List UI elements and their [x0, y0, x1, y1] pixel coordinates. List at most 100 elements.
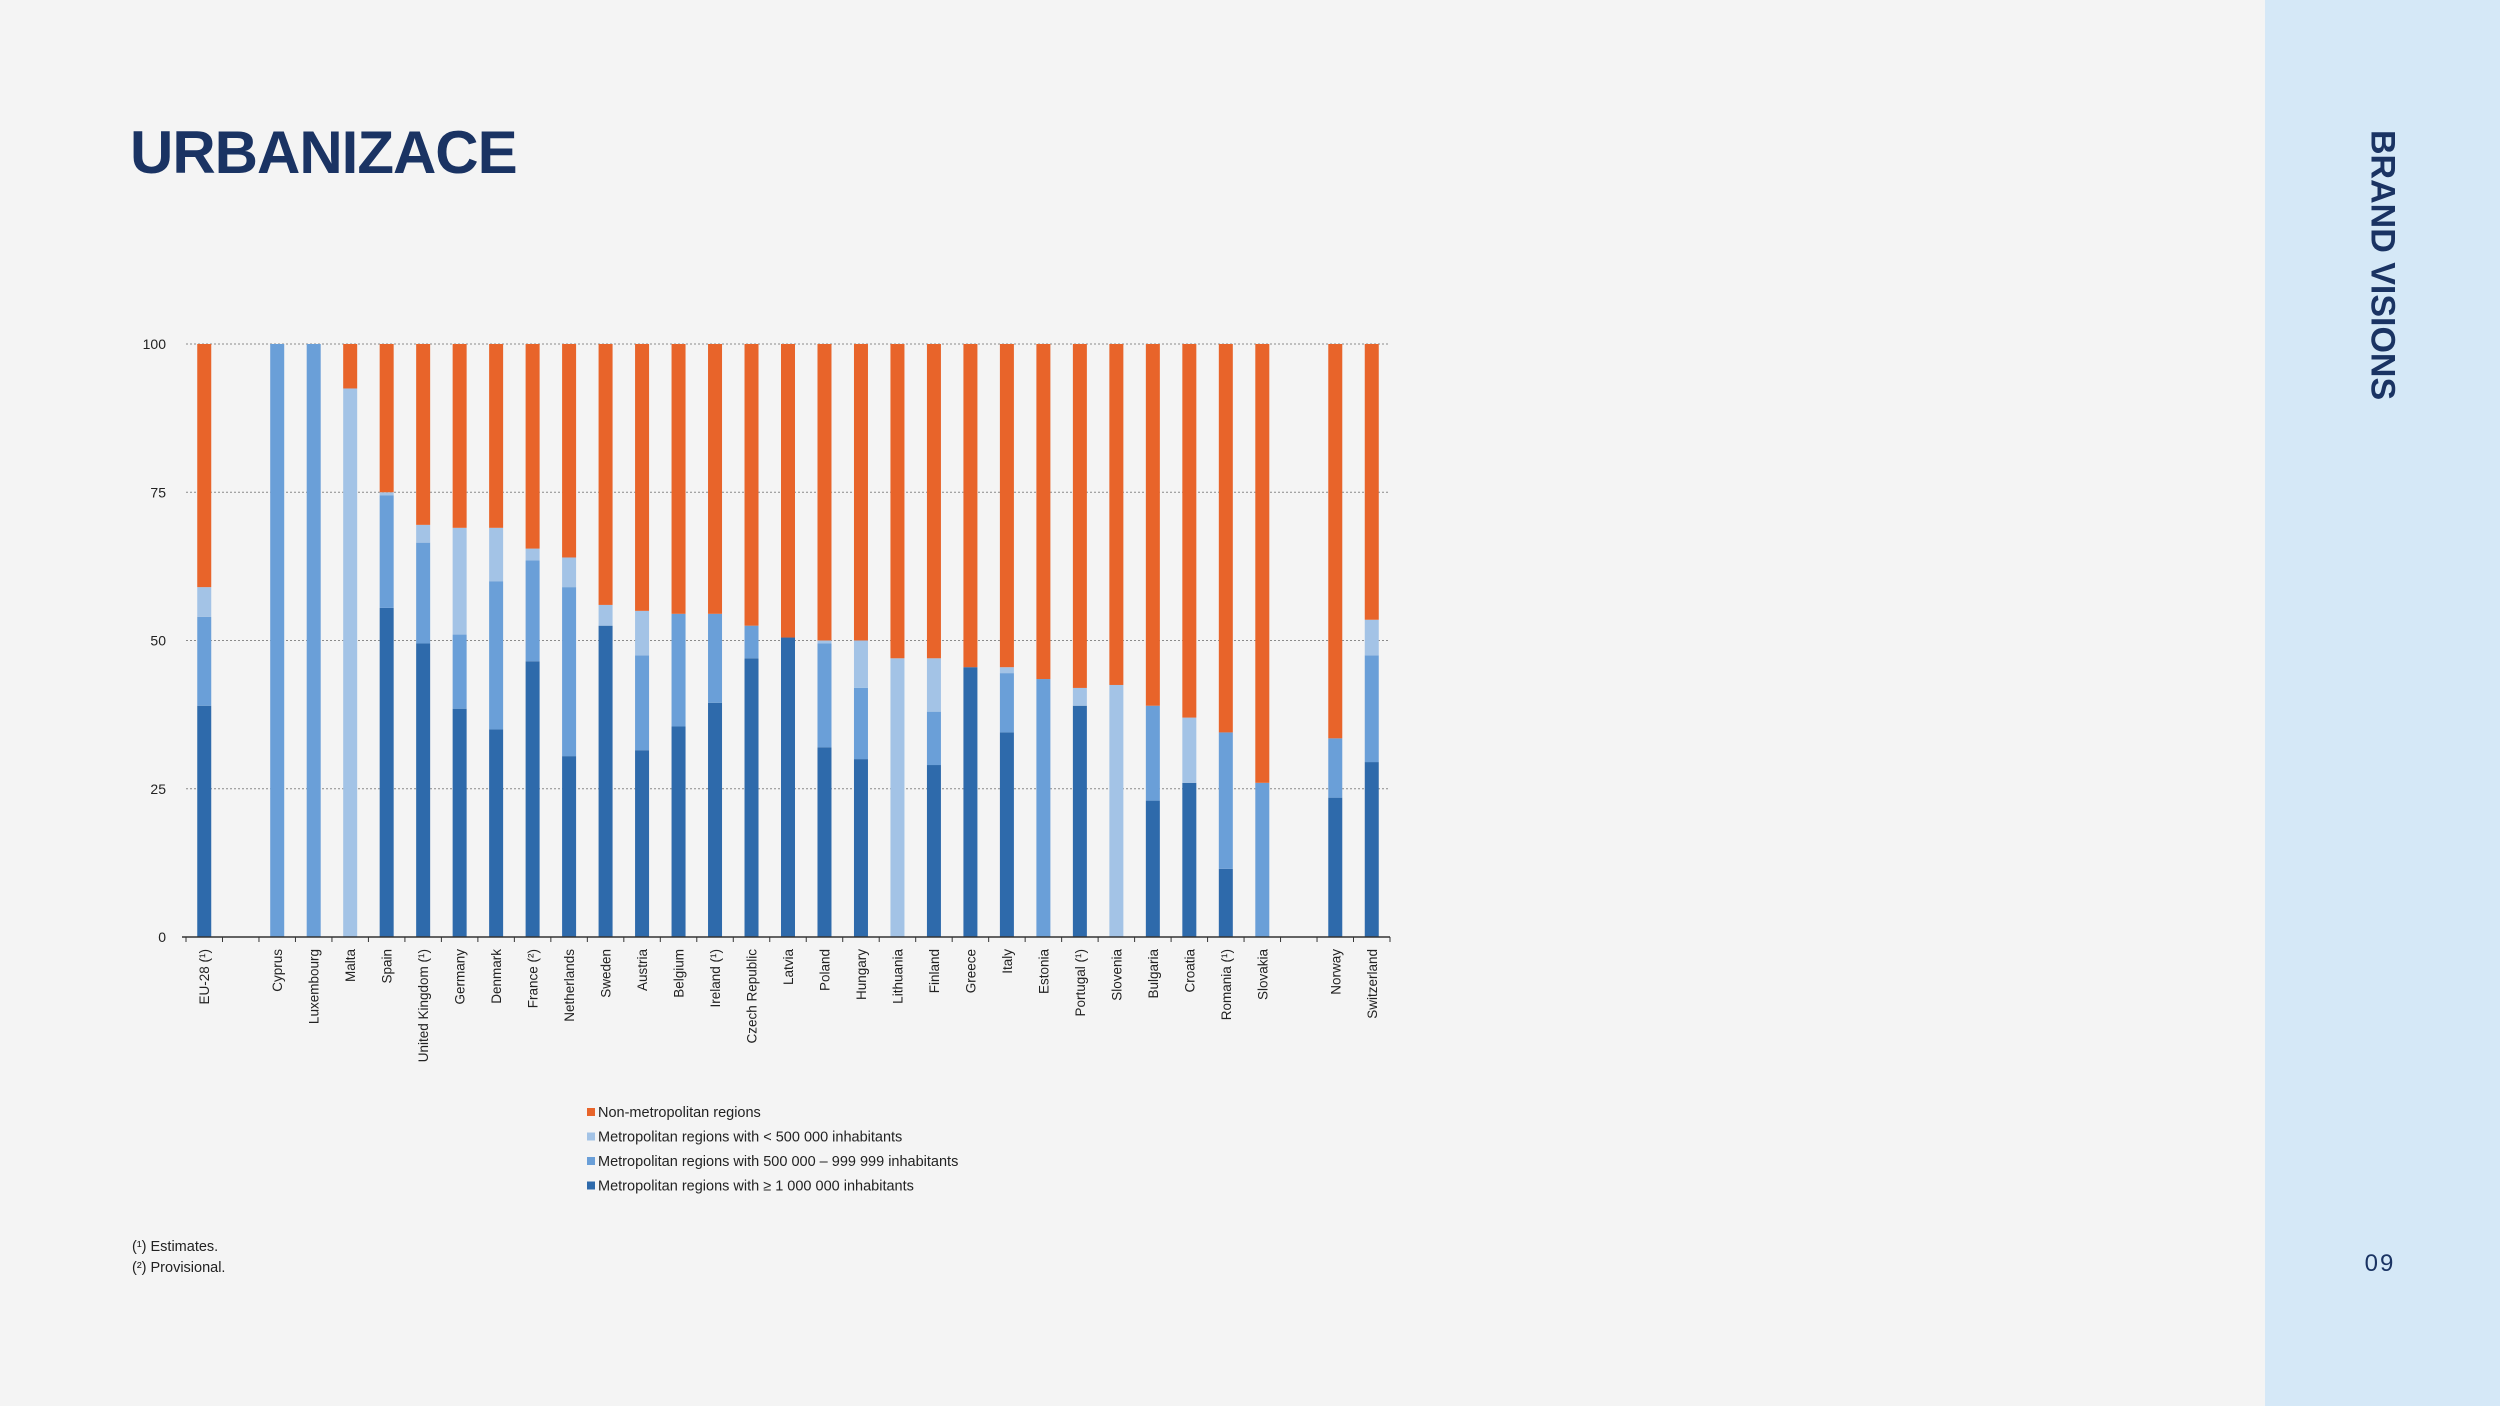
- x-tick-label: United Kingdom (¹): [416, 949, 431, 1062]
- legend-label: Non-metropolitan regions: [598, 1105, 761, 1121]
- brand-label: BRAND VISIONS: [2337, 130, 2427, 400]
- bar-segment: [1218, 732, 1233, 869]
- bar-segment: [598, 625, 613, 937]
- bar-segment: [416, 524, 431, 543]
- bar-segment: [671, 344, 686, 614]
- chart-y-axis: 0 25 50 75 100: [143, 336, 167, 945]
- x-tick-label: Lithuania: [890, 949, 905, 1004]
- bar-segment: [562, 587, 577, 757]
- legend-label: Metropolitan regions with ≥ 1 000 000 in…: [598, 1179, 914, 1195]
- bar-segment: [817, 643, 832, 748]
- x-tick-label: Slovakia: [1255, 949, 1270, 1001]
- bar-segment: [781, 637, 795, 937]
- bar-segment: [1145, 705, 1160, 801]
- bar-segment: [1364, 762, 1379, 937]
- bar-segment: [197, 705, 212, 937]
- bar-segment: [671, 613, 686, 727]
- bar-segment: [1036, 344, 1051, 680]
- bar-segment: [963, 667, 978, 937]
- bar-segment: [853, 640, 868, 688]
- bar-segment: [1364, 655, 1379, 763]
- legend-swatch: [587, 1157, 595, 1165]
- bar-segment: [452, 708, 467, 937]
- page-title: URBANIZACE: [130, 119, 518, 186]
- bar-segment: [1255, 782, 1270, 937]
- bar-segment: [744, 344, 759, 626]
- bar-segment: [1109, 684, 1124, 937]
- bar-segment: [343, 344, 358, 389]
- bar-segment: [926, 711, 941, 766]
- bar-segment: [525, 548, 540, 561]
- bar-segment: [525, 344, 540, 549]
- page-number: 09: [2364, 1250, 2396, 1277]
- x-tick-label: Germany: [453, 949, 468, 1005]
- x-tick-label: Hungary: [854, 949, 869, 1000]
- bar-segment: [853, 344, 868, 641]
- bar-segment: [1364, 619, 1379, 656]
- bar-segment: [525, 560, 540, 662]
- bar-segment: [708, 613, 723, 703]
- footnote-provisional: (²) Provisional.: [132, 1260, 226, 1276]
- bar-segment: [1145, 344, 1160, 706]
- x-tick-label: Greece: [963, 949, 978, 993]
- bar-segment: [452, 344, 467, 528]
- bar-segment: [853, 759, 868, 937]
- bar-segment: [379, 344, 394, 493]
- bar-segment: [635, 750, 650, 937]
- legend-swatch: [587, 1108, 595, 1116]
- bar-segment: [926, 765, 941, 937]
- bar-segment: [197, 616, 212, 706]
- bar-segment: [489, 729, 504, 937]
- bar-segment: [817, 747, 832, 937]
- bar-segment: [853, 687, 868, 760]
- bar-segment: [489, 581, 504, 730]
- x-tick-label: Sweden: [599, 949, 614, 998]
- bar-segment: [817, 344, 832, 641]
- bar-segment: [999, 667, 1014, 674]
- bar-segment: [963, 344, 978, 668]
- y-tick-label: 0: [158, 929, 166, 945]
- footnote-estimates: (¹) Estimates.: [132, 1239, 219, 1255]
- bar-segment: [1218, 868, 1233, 937]
- bar-segment: [452, 527, 467, 635]
- bar-segment: [635, 655, 650, 751]
- bar-segment: [562, 344, 577, 558]
- bar-segment: [562, 756, 577, 937]
- bar-segment: [926, 344, 941, 659]
- bar-segment: [1145, 800, 1160, 937]
- legend-label: Metropolitan regions with < 500 000 inha…: [598, 1130, 902, 1146]
- bar-segment: [416, 344, 431, 525]
- bar-segment: [197, 587, 212, 617]
- x-tick-label: Estonia: [1036, 949, 1051, 995]
- x-tick-label: Finland: [927, 949, 942, 993]
- bar-segment: [999, 732, 1014, 937]
- bar-segment: [708, 344, 723, 614]
- x-tick-label: Croatia: [1182, 949, 1197, 993]
- bar-segment: [379, 492, 394, 496]
- x-tick-label: Spain: [380, 949, 395, 984]
- x-tick-label: Norway: [1328, 949, 1343, 995]
- bar-segment: [817, 640, 832, 644]
- bar-segment: [999, 344, 1014, 668]
- x-tick-label: Bulgaria: [1146, 949, 1161, 999]
- bar-segment: [562, 557, 577, 588]
- bar-segment: [343, 388, 358, 938]
- legend-label: Metropolitan regions with 500 000 – 999 …: [598, 1154, 958, 1170]
- bar-segment: [744, 658, 759, 937]
- y-tick-label: 50: [150, 633, 166, 649]
- bar-segment: [635, 610, 650, 656]
- stacked-bar-chart: 0 25 50 75 100 EU-28 (¹) Cyprus Luxembourg Malt…: [143, 336, 1391, 1195]
- bar-segment: [379, 495, 394, 608]
- bar-segment: [1109, 344, 1124, 685]
- bar-segment: [635, 344, 650, 611]
- x-tick-label: Denmark: [489, 949, 504, 1004]
- bar-segment: [1218, 344, 1233, 733]
- bar-segment: [744, 625, 759, 659]
- y-tick-label: 100: [143, 336, 167, 352]
- x-tick-label: Latvia: [781, 949, 796, 986]
- bar-segment: [489, 344, 504, 528]
- x-tick-label: Portugal (¹): [1073, 949, 1088, 1017]
- x-tick-label: Netherlands: [562, 949, 577, 1022]
- brand-text: BRAND VISIONS: [2363, 130, 2402, 401]
- x-tick-label: Luxembourg: [307, 949, 322, 1024]
